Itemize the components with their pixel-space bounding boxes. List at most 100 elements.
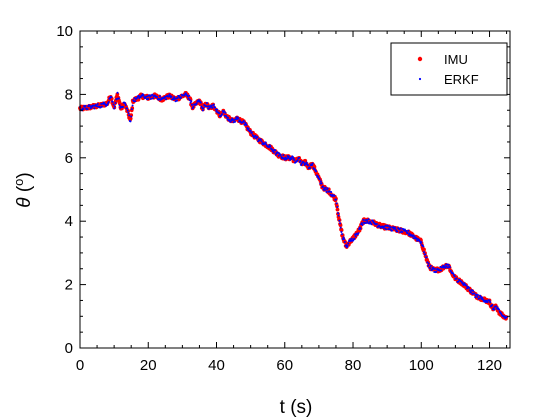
data-point-erkf (420, 241, 423, 244)
data-point-erkf (180, 96, 183, 99)
data-point-imu (129, 113, 134, 118)
data-point-erkf (228, 118, 231, 121)
data-point-erkf (205, 101, 208, 104)
data-point-erkf (343, 241, 346, 243)
data-point-erkf (457, 280, 460, 283)
data-point-erkf (375, 223, 378, 226)
data-point-erkf (452, 272, 455, 275)
data-point-erkf (320, 182, 323, 185)
data-point-erkf (233, 120, 236, 123)
data-point-erkf (165, 98, 167, 101)
data-point-erkf (124, 104, 127, 107)
data-point-erkf (131, 104, 134, 107)
data-point-erkf (128, 114, 131, 117)
data-point-erkf (282, 154, 285, 157)
data-point-erkf (362, 218, 365, 221)
data-point-erkf (260, 140, 263, 143)
data-point-erkf (455, 277, 458, 280)
data-point-erkf (330, 191, 333, 194)
data-point-erkf (389, 226, 392, 229)
data-point-erkf (223, 110, 226, 113)
data-point-erkf (468, 286, 471, 289)
data-point-erkf (82, 108, 85, 111)
y-tick-label: 2 (65, 277, 73, 294)
data-point-erkf (435, 270, 438, 273)
data-point-erkf (405, 230, 408, 233)
data-point-erkf (324, 189, 327, 192)
data-point-erkf (427, 264, 430, 267)
legend-box (390, 42, 508, 96)
data-point-erkf (476, 294, 479, 297)
y-axis-label-unit: o (11, 179, 26, 186)
data-point-erkf (242, 119, 245, 122)
data-point-erkf (296, 159, 299, 162)
data-point-erkf (149, 95, 152, 98)
data-point-erkf (211, 106, 214, 109)
data-point-erkf (302, 161, 305, 164)
data-point-erkf (93, 107, 96, 110)
data-point-erkf (406, 232, 409, 235)
data-point-erkf (195, 102, 198, 105)
data-point-erkf (133, 96, 136, 99)
data-point-erkf (399, 227, 402, 230)
data-point-erkf (359, 227, 362, 230)
data-point-erkf (290, 157, 293, 160)
data-point-erkf (287, 155, 290, 158)
data-point-erkf (229, 120, 232, 123)
x-tick-label: 20 (140, 357, 157, 374)
data-point-erkf (311, 162, 314, 165)
data-point-erkf (110, 96, 113, 99)
data-point-erkf (394, 226, 397, 229)
legend-label-imu: IMU (444, 52, 468, 67)
data-point-erkf (251, 131, 253, 134)
data-point-erkf (360, 222, 363, 225)
data-point-erkf (137, 94, 140, 97)
y-tick-label: 8 (65, 86, 73, 103)
data-point-erkf (433, 267, 436, 270)
x-tick-label: 0 (76, 357, 84, 374)
data-point-erkf (309, 167, 312, 170)
series-erkf (79, 91, 508, 320)
data-point-erkf (366, 220, 369, 223)
data-point-erkf (100, 105, 103, 108)
data-point-erkf (365, 218, 368, 221)
data-point-erkf (423, 251, 425, 254)
data-point-erkf (429, 267, 432, 270)
x-tick-label: 80 (345, 357, 362, 374)
data-point-erkf (329, 193, 332, 196)
data-point-erkf (333, 194, 336, 197)
data-point-erkf (491, 303, 494, 306)
data-point-erkf (199, 101, 202, 104)
data-point-erkf (190, 103, 193, 106)
data-point-erkf (156, 95, 159, 98)
data-point-erkf (489, 301, 492, 304)
data-point-erkf (158, 95, 161, 98)
data-point-erkf (321, 185, 324, 188)
data-point-erkf (306, 164, 309, 167)
data-point-erkf (326, 187, 329, 190)
data-point-erkf (149, 97, 152, 100)
data-point-erkf (317, 175, 320, 178)
x-tick-label: 60 (276, 357, 293, 374)
data-point-erkf (357, 232, 360, 235)
data-point-erkf (126, 109, 129, 112)
data-point-erkf (370, 223, 373, 226)
axis-labels: t (s) θ (o) (11, 172, 312, 418)
data-point-erkf (335, 202, 338, 205)
data-point-erkf (367, 218, 370, 221)
data-point-erkf (237, 117, 240, 120)
data-point-erkf (465, 284, 468, 287)
data-point-imu (338, 223, 343, 228)
data-point-erkf (212, 103, 215, 106)
legend-label-erkf: ERKF (444, 72, 479, 87)
y-axis-label-open: ( (14, 185, 35, 197)
data-point-erkf (495, 305, 498, 308)
data-point-erkf (311, 164, 314, 167)
data-point-erkf (478, 297, 481, 300)
data-point-erkf (114, 102, 117, 105)
data-point-erkf (339, 222, 342, 225)
data-point-erkf (218, 112, 221, 115)
data-point-erkf (413, 235, 416, 238)
data-point-erkf (427, 262, 430, 265)
data-point-erkf (188, 94, 191, 97)
